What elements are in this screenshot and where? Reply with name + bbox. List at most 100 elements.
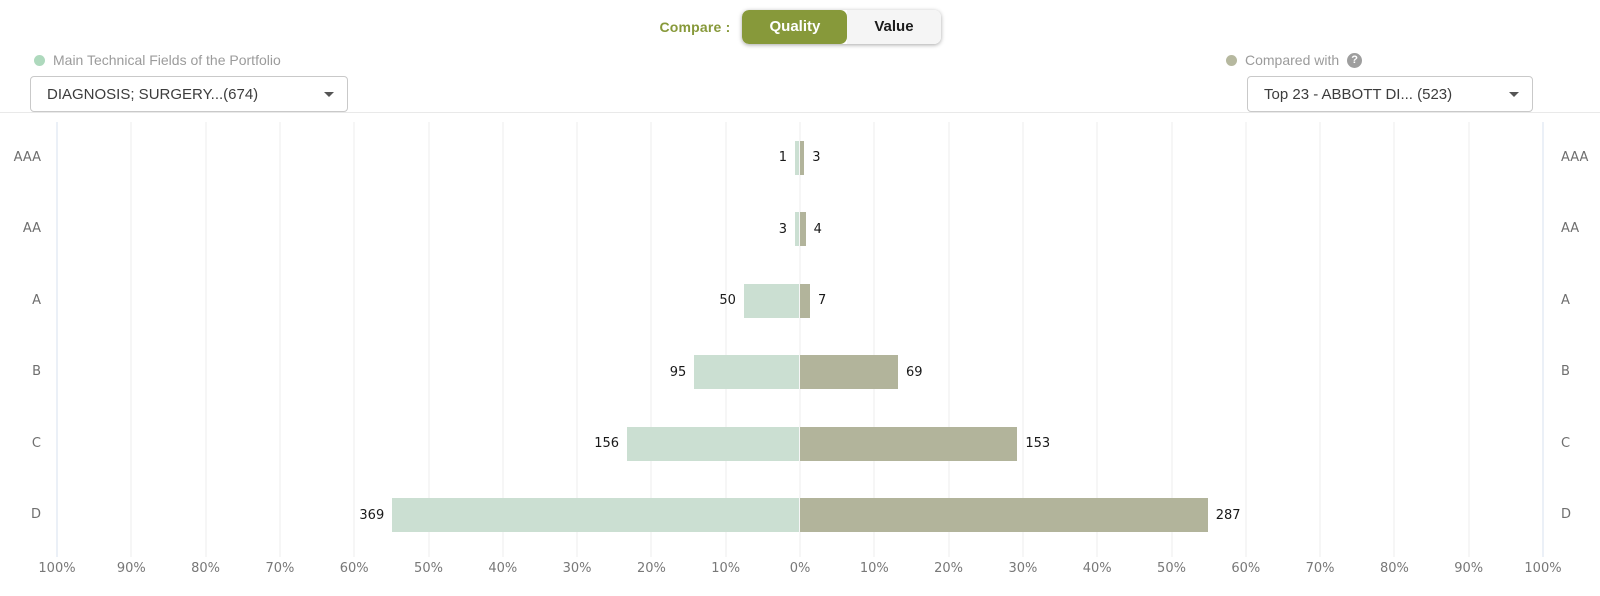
portfolio-legend: Main Technical Fields of the Portfolio <box>34 51 348 69</box>
x-tick-label: 10% <box>711 561 741 576</box>
y-label-right-c: C <box>1561 435 1571 451</box>
row-right-half: 153 <box>800 408 1543 480</box>
bar-value-left: 95 <box>669 364 687 380</box>
compared-bar-b[interactable] <box>800 355 899 390</box>
y-label-left-a: A <box>32 292 41 308</box>
row-right-half: 4 <box>800 194 1543 266</box>
toggle-value[interactable]: Value <box>847 10 941 44</box>
compared-with-value: Top 23 - ABBOTT DI... (523) <box>1264 85 1453 103</box>
y-axis-right: AAA AA A B C D <box>1543 122 1600 551</box>
compared-bar-d[interactable] <box>800 498 1208 533</box>
bar-value-right: 153 <box>1025 436 1051 452</box>
compared-with-dropdown[interactable]: Top 23 - ABBOTT DI... (523) <box>1247 76 1533 112</box>
portfolio-field-dropdown[interactable]: DIAGNOSIS; SURGERY...(674) <box>30 76 348 112</box>
row-left-half: 156 <box>57 408 800 480</box>
x-axis-labels: 100% 90% 80% 70% 60% 50% 40% 30% 20% 10% 0% 10% 20% 3… <box>38 551 1561 577</box>
bar-value-right: 69 <box>906 364 923 380</box>
gridline <box>1245 122 1247 557</box>
bar-rows: 1 3 3 4 50 7 95 69 156 153 369 287 <box>57 122 1543 551</box>
row-left-half: 50 <box>57 265 800 337</box>
gridline <box>799 122 801 557</box>
y-label-right-aaa: AAA <box>1561 149 1589 165</box>
portfolio-bar-c[interactable] <box>627 426 799 461</box>
gridline <box>130 122 132 557</box>
y-axis-left: AAA AA A B C D <box>0 122 57 551</box>
compared-bar-aa[interactable] <box>800 212 806 247</box>
quality-comparison-chart: AAA AA A B C D 1 3 3 4 50 7 95 69 156 153 369 287 100% 90… <box>0 122 1600 576</box>
x-tick-label: 40% <box>1082 561 1112 576</box>
row-right-half: 7 <box>800 265 1543 337</box>
x-tick-label: 90% <box>116 561 146 576</box>
gridline <box>725 122 727 557</box>
portfolio-legend-label: Main Technical Fields of the Portfolio <box>53 52 281 68</box>
bar-value-right: 4 <box>813 221 822 237</box>
gridline <box>1393 122 1395 557</box>
compared-with-panel: Compared with ? Top 23 - ABBOTT DI... (5… <box>1222 51 1533 112</box>
rating-row-c: 156 153 <box>57 408 1543 480</box>
plot-area: 1 3 3 4 50 7 95 69 156 153 369 287 100% 90% 80% 70% 60%… <box>38 122 1562 576</box>
gridline <box>1022 122 1024 557</box>
portfolio-bar-aaa[interactable] <box>795 140 799 175</box>
gridline <box>650 122 652 557</box>
portfolio-bar-aa[interactable] <box>795 212 799 247</box>
y-label-left-c: C <box>31 435 41 451</box>
compare-toggle: Quality Value <box>742 10 941 44</box>
row-left-half: 95 <box>57 337 800 409</box>
bar-value-left: 3 <box>778 221 787 237</box>
bar-value-right: 287 <box>1215 507 1241 523</box>
gridline <box>428 122 429 557</box>
help-icon[interactable]: ? <box>1347 52 1363 68</box>
x-tick-label: 100% <box>38 561 76 576</box>
toggle-quality[interactable]: Quality <box>742 10 848 44</box>
row-right-half: 287 <box>800 480 1543 552</box>
gridline <box>502 122 504 557</box>
gridline <box>1468 122 1470 557</box>
bar-value-right: 7 <box>817 293 827 309</box>
rating-row-b: 95 69 <box>57 337 1543 409</box>
bar-value-left: 156 <box>594 436 620 452</box>
compare-toolbar: Compare : Quality Value <box>0 10 1600 44</box>
portfolio-bar-d[interactable] <box>392 498 799 533</box>
gridline <box>205 122 207 557</box>
x-tick-label: 70% <box>265 561 295 576</box>
portfolio-field-value: DIAGNOSIS; SURGERY...(674) <box>47 85 259 103</box>
gridline <box>1319 122 1321 557</box>
y-label-left-d: D <box>30 507 41 523</box>
row-left-half: 1 <box>57 122 800 194</box>
x-tick-label: 60% <box>1231 561 1261 576</box>
x-tick-label: 100% <box>1524 561 1562 576</box>
bar-value-left: 1 <box>778 150 787 166</box>
row-right-half: 3 <box>800 122 1543 194</box>
gridline <box>56 122 58 557</box>
y-label-left-aa: AA <box>22 221 41 237</box>
rating-row-a: 50 7 <box>57 265 1543 337</box>
y-label-right-aa: AA <box>1561 221 1580 237</box>
gridline <box>279 122 281 557</box>
compared-bar-c[interactable] <box>800 426 1018 461</box>
gridline <box>873 122 875 557</box>
row-left-half: 369 <box>57 480 800 552</box>
gridline <box>353 122 355 557</box>
compared-bar-aaa[interactable] <box>800 140 805 175</box>
portfolio-bar-a[interactable] <box>743 283 799 318</box>
compared-bar-a[interactable] <box>800 283 810 318</box>
x-tick-label: 60% <box>339 561 369 576</box>
x-tick-label: 30% <box>1008 561 1038 576</box>
chevron-down-icon <box>1509 91 1519 97</box>
compare-label: Compare : <box>659 19 731 35</box>
x-tick-label: 30% <box>562 561 592 576</box>
x-tick-label: 40% <box>488 561 518 576</box>
x-tick-label: 80% <box>191 561 221 576</box>
chevron-down-icon <box>324 91 334 97</box>
chart-top-border <box>0 112 1600 113</box>
compared-with-legend-label: Compared with <box>1245 52 1340 68</box>
y-label-left-b: B <box>32 364 41 380</box>
x-tick-label: 50% <box>414 561 443 576</box>
gridline <box>948 122 950 557</box>
x-tick-label: 0% <box>789 561 811 576</box>
portfolio-panel: Main Technical Fields of the Portfolio D… <box>30 51 348 112</box>
portfolio-bar-b[interactable] <box>694 355 799 390</box>
